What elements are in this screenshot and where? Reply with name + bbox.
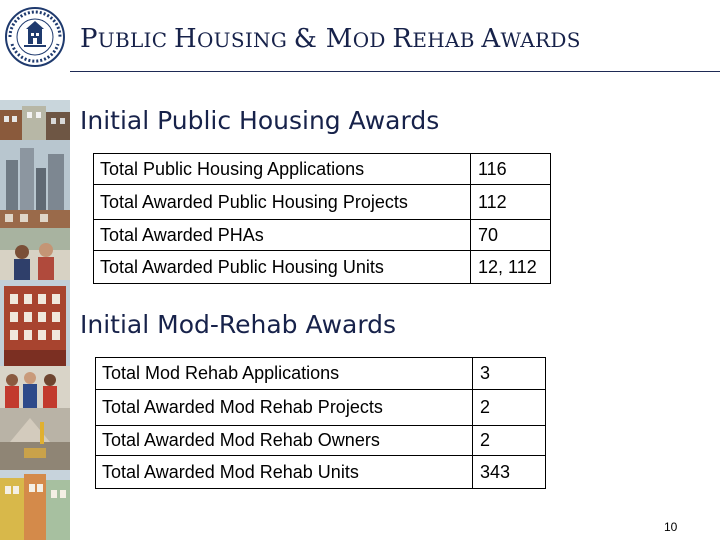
table-row: Total Awarded Mod Rehab Units 343 [95, 455, 546, 489]
row-label: Total Awarded Mod Rehab Projects [95, 389, 473, 426]
table-row: Total Awarded PHAs 70 [93, 219, 551, 251]
photo-strip [0, 100, 70, 540]
row-label: Total Awarded Mod Rehab Units [95, 455, 473, 489]
mod-rehab-heading: Initial Mod-Rehab Awards [80, 310, 397, 339]
title-segment: & M [293, 24, 353, 54]
table-row: Total Mod Rehab Applications 3 [95, 357, 546, 390]
row-label: Total Awarded PHAs [93, 219, 471, 251]
title-segment: A [481, 24, 501, 54]
row-label: Total Awarded Public Housing Projects [93, 184, 471, 220]
photo-skyline [0, 140, 70, 228]
row-label: Total Mod Rehab Applications [95, 357, 473, 390]
row-value: 2 [472, 425, 546, 456]
photo-residents [0, 228, 70, 280]
row-value: 12, 112 [470, 250, 551, 284]
public-housing-awards-table: Total Public Housing Applications 116 To… [93, 153, 551, 284]
title-segment: OD [352, 28, 393, 52]
row-value: 343 [472, 455, 546, 489]
slide-number: 10 [664, 520, 678, 534]
table-row: Total Public Housing Applications 116 [93, 153, 551, 185]
slide-title: PUBLIC HOUSING & MOD REHAB AWARDS [80, 24, 581, 54]
row-value: 116 [470, 153, 551, 185]
row-value: 3 [472, 357, 546, 390]
table-row: Total Awarded Mod Rehab Owners 2 [95, 425, 546, 456]
title-divider [70, 71, 720, 72]
title-segment: WARDS [500, 28, 581, 52]
row-value: 2 [472, 389, 546, 426]
row-label: Total Awarded Mod Rehab Owners [95, 425, 473, 456]
photo-construction [0, 408, 70, 470]
title-segment: H [174, 24, 197, 54]
table-row: Total Awarded Public Housing Units 12, 1… [93, 250, 551, 284]
photo-colorful-buildings [0, 470, 70, 540]
title-segment: UBLIC [97, 28, 174, 52]
table-row: Total Awarded Public Housing Projects 11… [93, 184, 551, 220]
row-value: 112 [470, 184, 551, 220]
photo-brick-building [0, 280, 70, 366]
row-value: 70 [470, 219, 551, 251]
title-segment: EHAB [412, 28, 482, 52]
row-label: Total Awarded Public Housing Units [93, 250, 471, 284]
row-label: Total Public Housing Applications [93, 153, 471, 185]
photo-rowhouses [0, 100, 70, 140]
mod-rehab-awards-table: Total Mod Rehab Applications 3 Total Awa… [95, 357, 546, 489]
title-segment: P [80, 24, 98, 54]
title-segment: R [392, 24, 413, 54]
hud-logo [4, 6, 66, 68]
photo-group [0, 366, 70, 408]
title-segment: OUSING [196, 28, 294, 52]
public-housing-heading: Initial Public Housing Awards [80, 106, 440, 135]
table-row: Total Awarded Mod Rehab Projects 2 [95, 389, 546, 426]
